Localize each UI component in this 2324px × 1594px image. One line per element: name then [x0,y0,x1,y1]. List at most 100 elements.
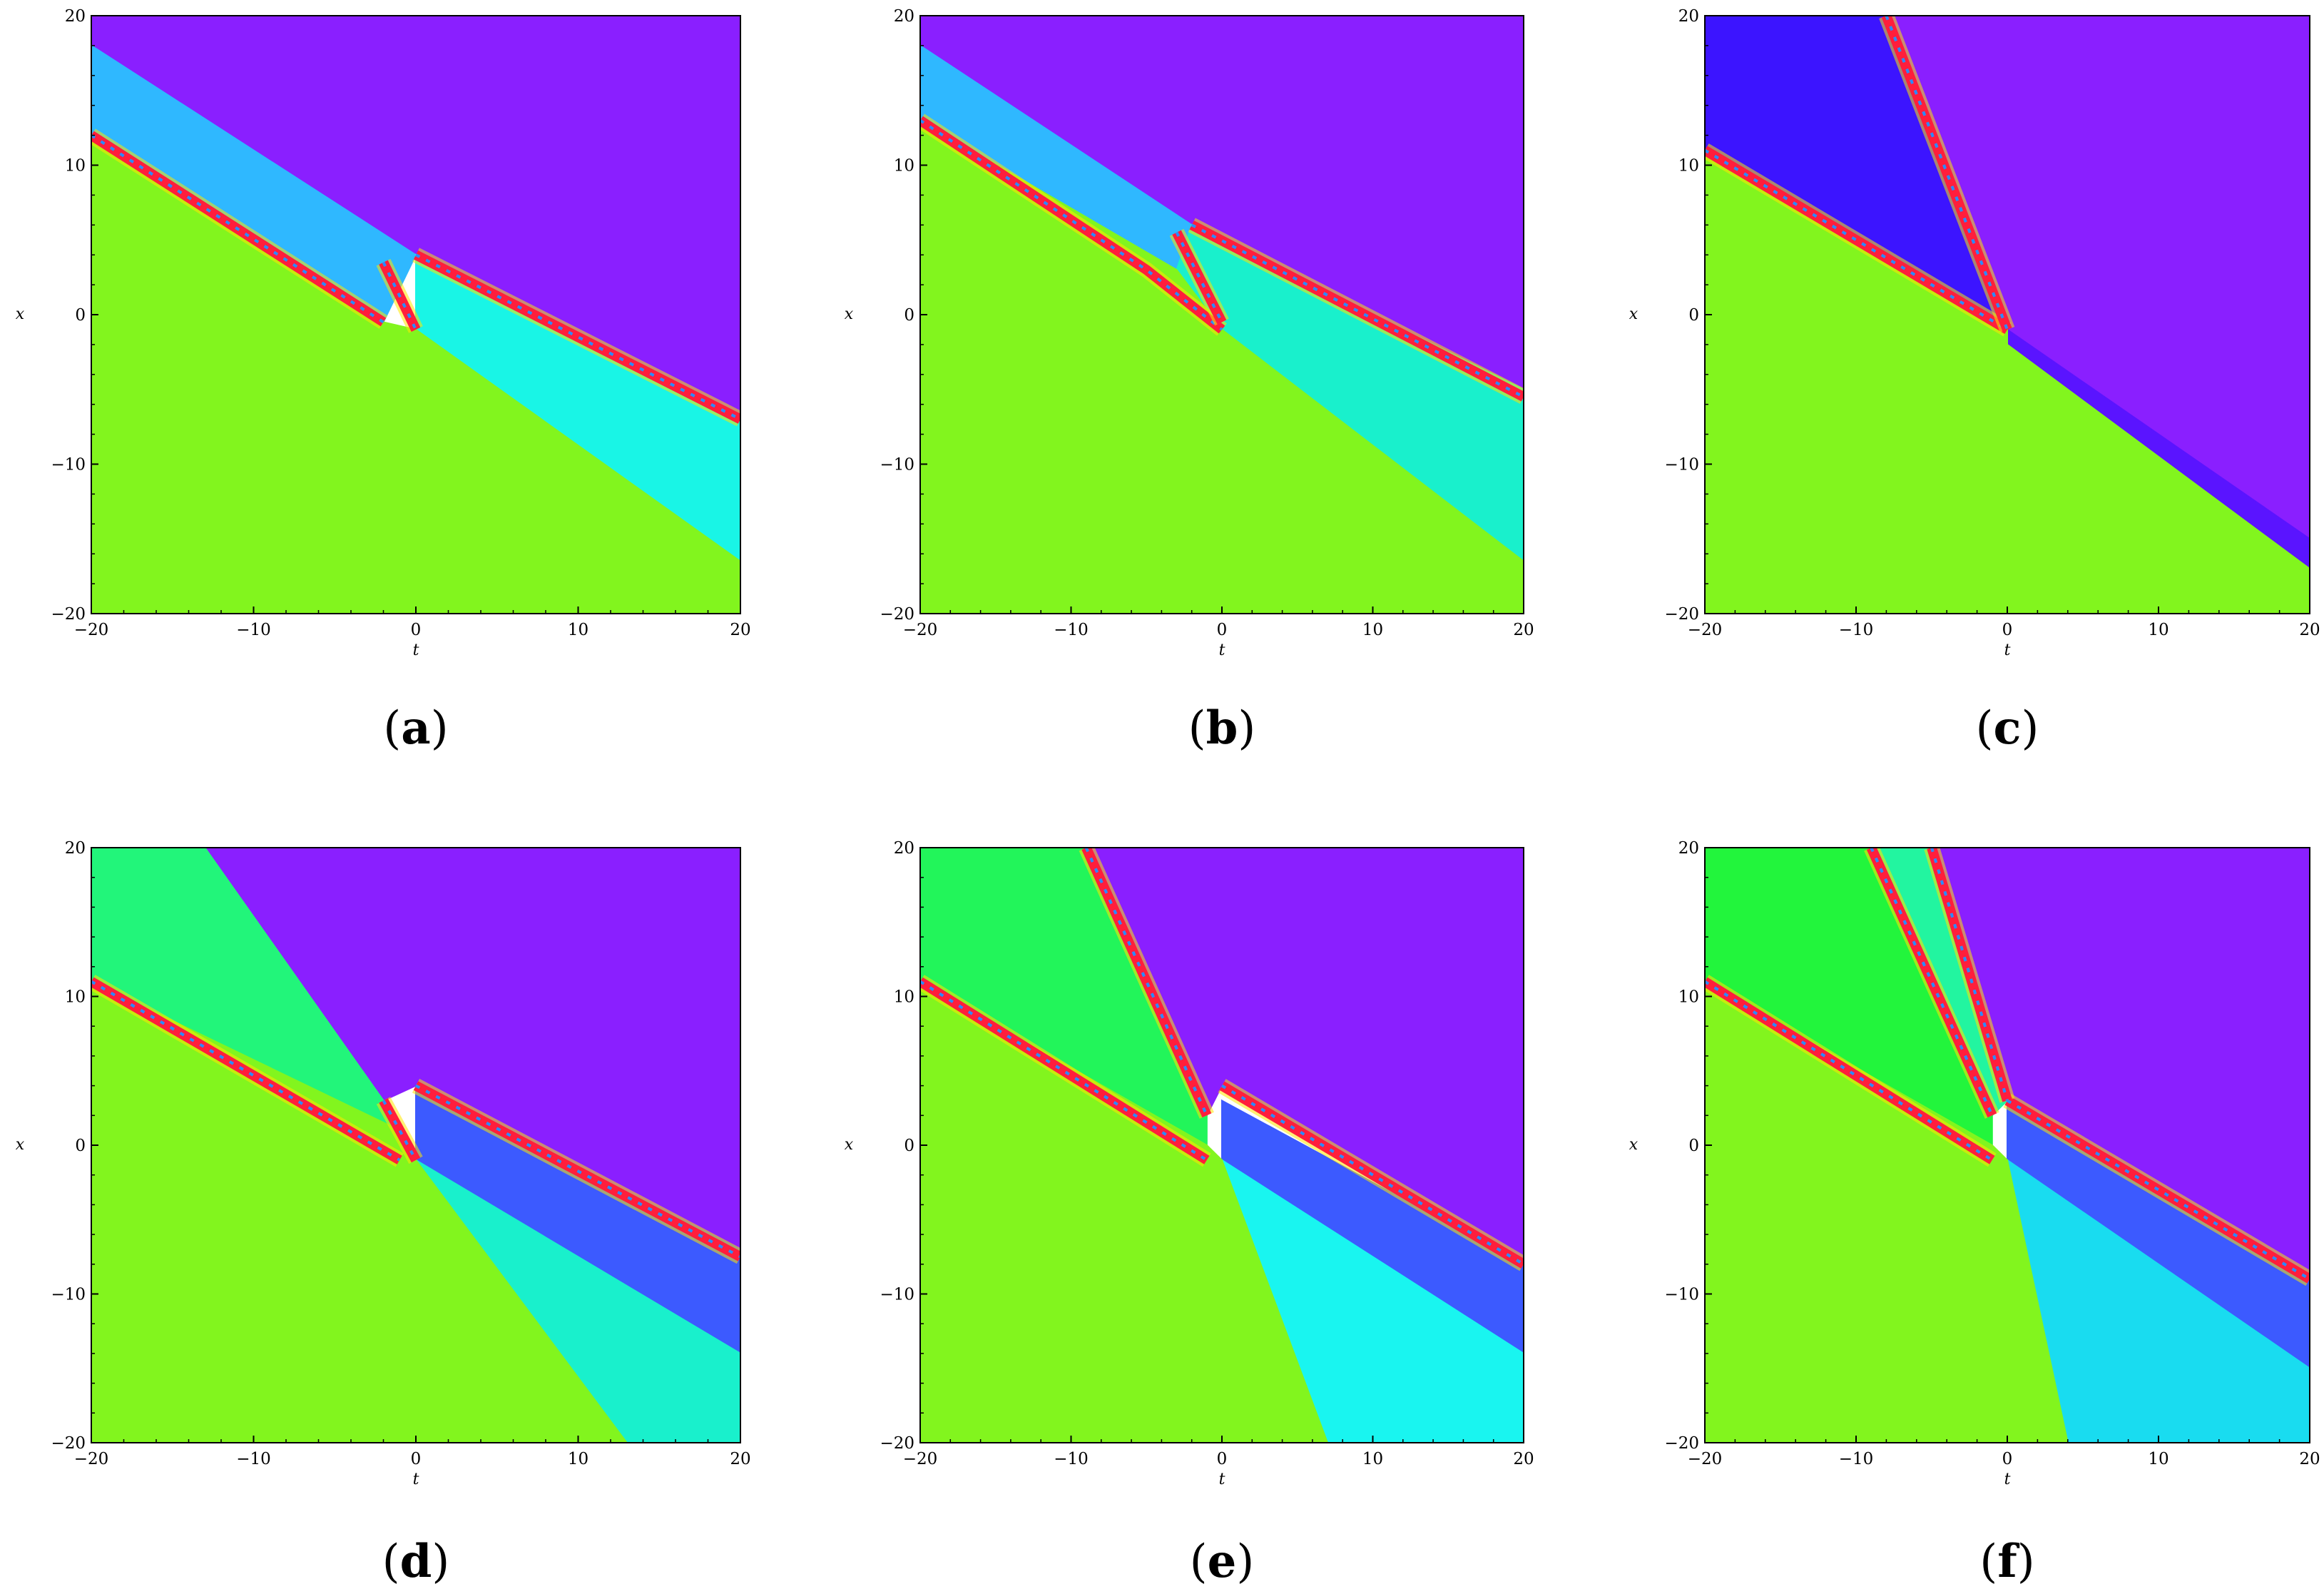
boundary-0 [920,116,1225,334]
region-green [1705,980,2069,1443]
boundary-speckle [1930,848,2009,1102]
region-green [91,980,628,1443]
y-tick-label: −10 [51,456,86,474]
panel-caption: (d) [382,1535,450,1588]
boundary-1 [1881,16,2012,332]
panel-b: −20 −10 0 10 20 20 10 0 −10 −20 t x (b) [845,7,1534,755]
y-tick-label: −10 [51,1286,86,1304]
x-tick-label: 0 [2002,621,2013,639]
x-tick-label: 0 [2002,1450,2013,1468]
y-tick-label: 0 [1688,306,1699,325]
x-tick-label: −20 [74,1450,109,1468]
y-tick-label: 0 [904,1137,914,1155]
panel-c: −20 −10 0 10 20 20 10 0 −10 −20 t x (c) [1629,7,2320,755]
boundary-0 [920,977,1210,1164]
x-tick-label: −10 [236,621,271,639]
heatmap-area [1705,16,2310,614]
boundary-speckle [91,133,384,324]
x-axis-label: t [1219,1471,1225,1488]
panel-caption: (c) [1976,701,2039,755]
y-tick-label: 10 [894,988,914,1007]
boundary-speckle [1084,848,1208,1117]
x-tick-label: −20 [74,621,109,639]
x-tick-label: 0 [1217,621,1228,639]
panel-a: −20 −10 0 10 20 20 10 0 −10 −20 t x (a) [16,7,751,755]
x-tick-label: 10 [568,621,588,639]
y-tick-label: 0 [75,1137,86,1155]
region-green [920,119,1524,614]
boundary-speckle [1191,223,1524,399]
x-tick-label: 20 [2299,1450,2320,1468]
y-tick-label: 0 [75,306,86,325]
panel-caption: (b) [1188,701,1256,755]
y-tick-label: −10 [1664,1286,1699,1304]
x-tick-label: 20 [1513,621,1534,639]
panel-f: −20 −10 0 10 20 20 10 0 −10 −20 t x (f) [1629,839,2320,1588]
x-tick-label: −10 [1839,621,1874,639]
y-tick-label: −20 [880,1434,914,1453]
panel-e: −20 −10 0 10 20 20 10 0 −10 −20 t x (e) [845,839,1534,1588]
heatmap-area [91,16,740,614]
y-tick-label: 10 [65,988,86,1007]
x-tick-label: 20 [730,621,750,639]
y-tick-label: 20 [65,7,86,26]
y-axis-label: x [16,1136,25,1154]
x-tick-label: −10 [236,1450,271,1468]
boundary-speckle [1870,848,1994,1117]
boundary-speckle [2006,1099,2310,1281]
region-green-top [1705,848,1993,1147]
y-tick-label: 10 [65,157,86,176]
panel-d: −20 −10 0 10 20 20 10 0 −10 −20 t x (d) [16,839,751,1588]
y-tick-label: 10 [1678,988,1699,1007]
y-tick-label: 0 [904,306,914,325]
boundary-2 [379,1098,421,1163]
x-tick-label: 10 [2148,621,2168,639]
boundary-speckle [382,261,417,330]
y-axis-label: x [16,305,25,323]
boundary-speckle [1175,231,1223,323]
x-tick-label: 10 [2148,1450,2168,1468]
y-tick-label: 20 [894,839,914,858]
x-tick-label: −20 [903,1450,938,1468]
y-tick-label: −10 [1664,456,1699,474]
y-axis-label: x [845,1136,854,1154]
y-tick-label: −20 [1664,1434,1699,1453]
heatmap-area [91,848,740,1443]
y-tick-label: −20 [51,1434,86,1453]
x-tick-label: −20 [1688,621,1723,639]
y-tick-label: −20 [1664,605,1699,624]
boundary-speckle [91,980,401,1162]
region-green-top [920,848,1208,1147]
heatmap-area [1705,848,2310,1443]
panel-caption: (a) [383,701,448,755]
y-tick-label: 20 [65,839,86,858]
x-axis-label: t [2004,641,2011,659]
heatmap-area [920,848,1524,1443]
x-tick-label: −10 [1054,1450,1089,1468]
boundary-0 [1705,977,1995,1164]
y-tick-label: 20 [1678,7,1699,26]
x-tick-label: −10 [1839,1450,1874,1468]
y-axis-label: x [845,305,854,323]
x-tick-label: 0 [411,1450,422,1468]
panel-caption: (e) [1190,1535,1255,1588]
y-tick-label: 20 [1678,839,1699,858]
y-tick-label: −20 [880,605,914,624]
y-tick-label: 10 [894,157,914,176]
x-tick-label: 10 [1362,621,1383,639]
y-tick-label: −20 [51,605,86,624]
boundary-speckle [1220,1084,1524,1266]
y-axis-label: x [1629,1136,1638,1154]
x-axis-label: t [2004,1471,2011,1488]
x-tick-label: 0 [411,621,422,639]
y-tick-label: −10 [880,456,914,474]
panel-caption: (f) [1979,1535,2034,1588]
y-axis-label: x [1629,305,1638,323]
boundary-speckle [415,1084,740,1259]
x-tick-label: 0 [1217,1450,1228,1468]
y-tick-label: 10 [1678,157,1699,176]
x-axis-label: t [413,641,419,659]
x-axis-label: t [413,1471,419,1488]
x-tick-label: −20 [903,621,938,639]
